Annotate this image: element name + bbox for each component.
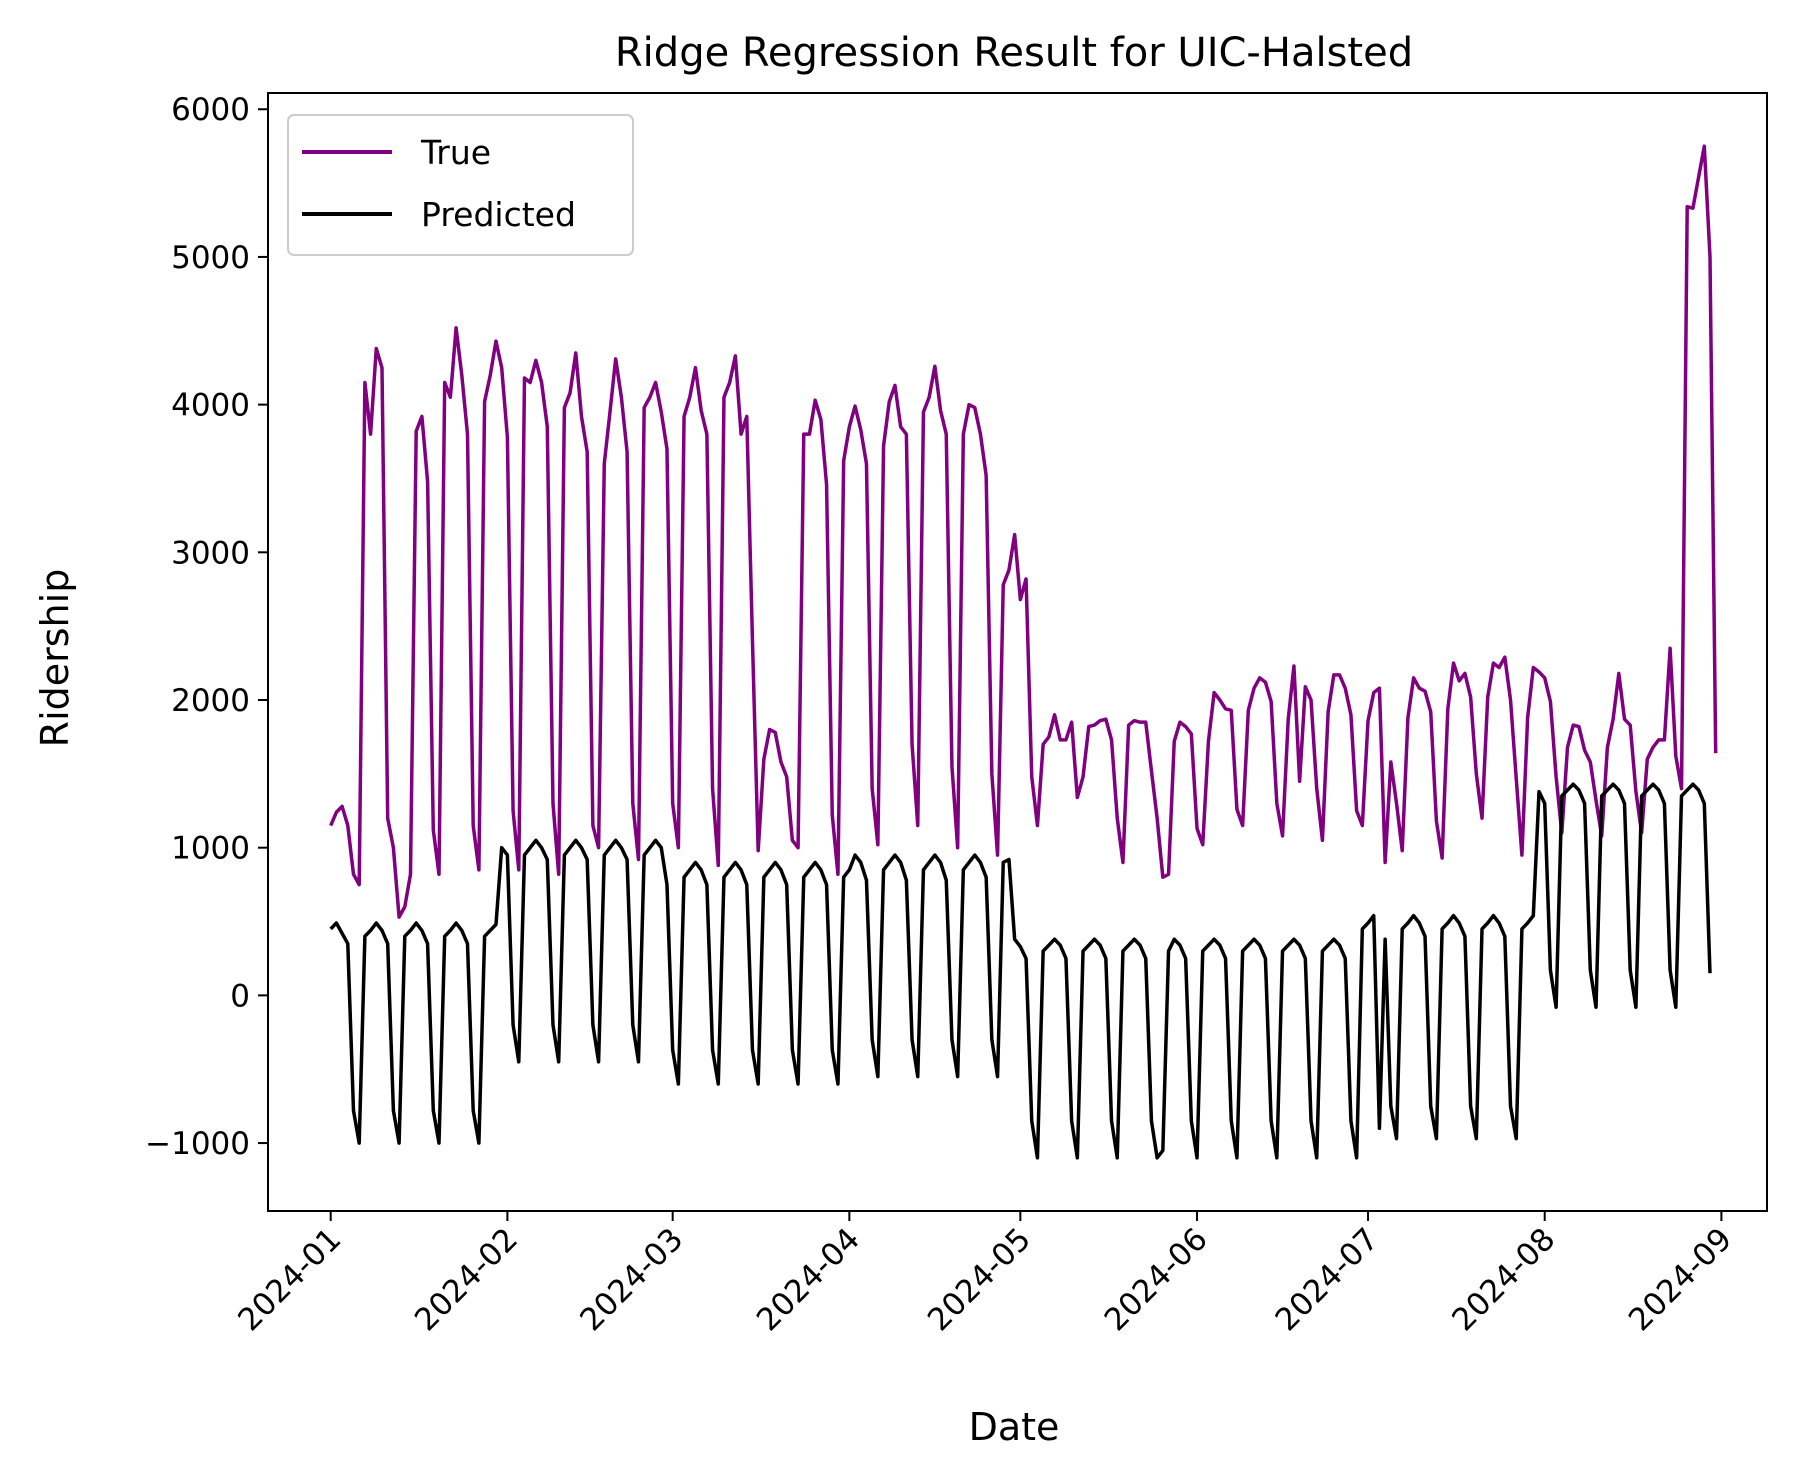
plot-lines	[329, 144, 1718, 1160]
x-axis-label: Date	[969, 1405, 1060, 1449]
y-tick-label: 4000	[171, 388, 250, 424]
series-line-predicted	[329, 782, 1712, 1160]
y-axis-label: Ridership	[33, 569, 77, 748]
y-tick-label: −1000	[145, 1126, 250, 1162]
series-line-true	[329, 144, 1718, 919]
plot-area-frame	[267, 92, 1768, 1212]
y-tick-label: 5000	[171, 240, 250, 276]
chart-title: Ridge Regression Result for UIC-Halsted	[615, 30, 1413, 76]
y-tick-label: 6000	[171, 92, 250, 128]
y-tick-label: 1000	[171, 831, 250, 867]
legend-label-true: True	[420, 133, 491, 172]
legend: True Predicted	[287, 114, 634, 256]
y-axis: −1000 0 1000 2000 3000 4000 5000 6000	[145, 92, 268, 1162]
y-tick-label: 2000	[171, 683, 250, 719]
y-tick-label: 0	[230, 978, 250, 1014]
legend-label-predicted: Predicted	[421, 195, 576, 234]
y-tick-label: 3000	[171, 535, 250, 571]
